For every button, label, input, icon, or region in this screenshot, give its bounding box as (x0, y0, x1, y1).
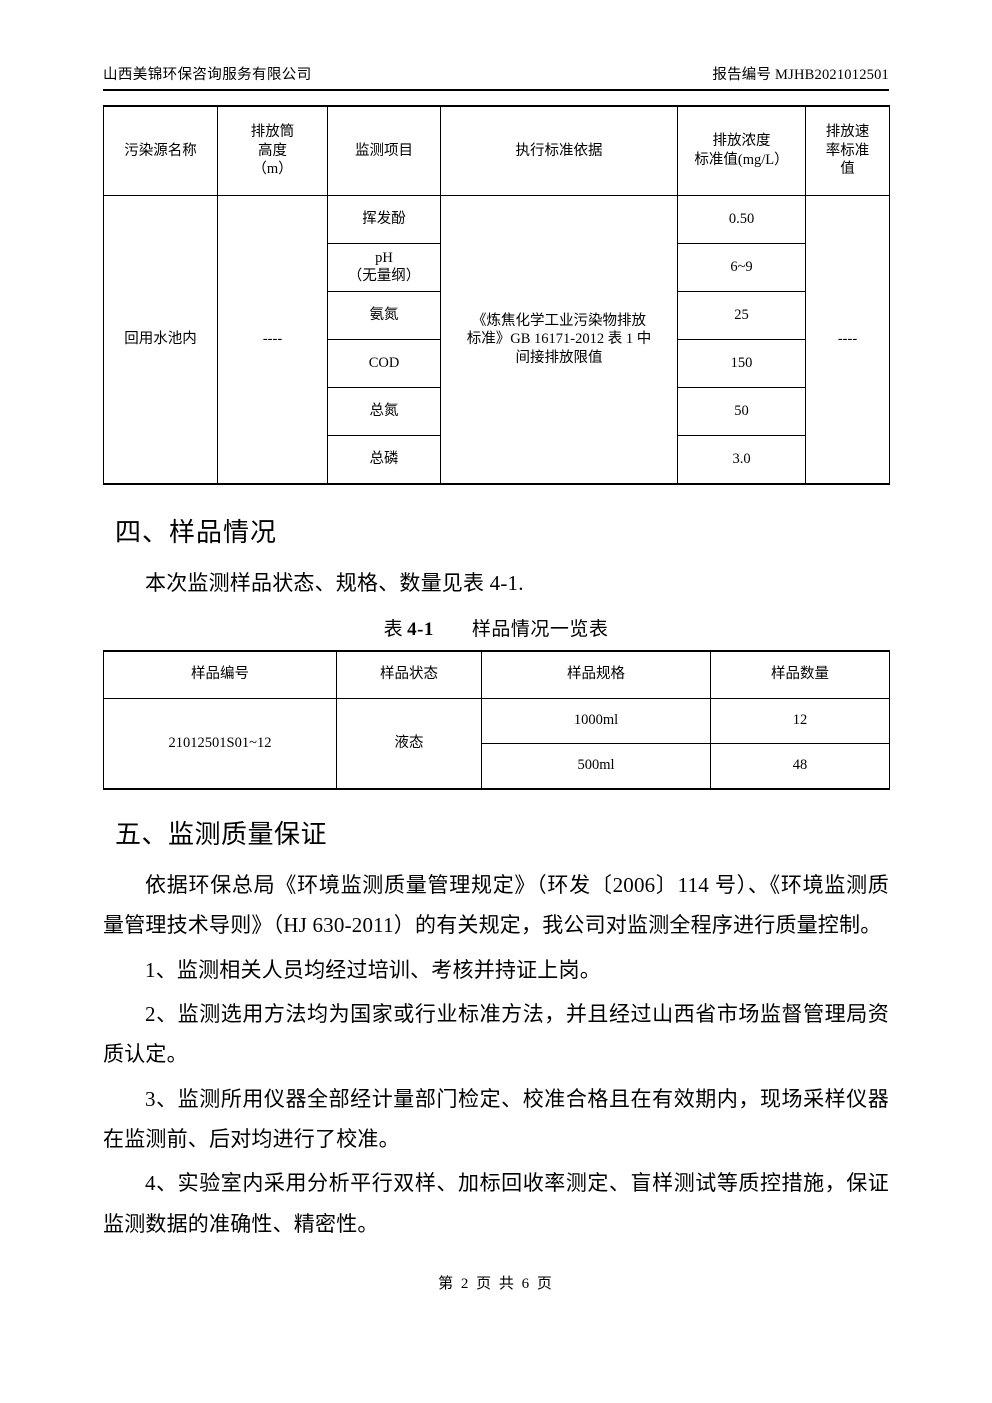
standard-basis-line2: 标准》GB 16171-2012 表 1 中 (466, 331, 652, 348)
table-row: 21012501S01~12 液态 1000ml 12 (103, 697, 890, 790)
standard-basis-line3: 间接排放限值 (515, 349, 603, 366)
table-row: 总磷 3.0 (104, 434, 890, 485)
cell-sample-state: 液态 (336, 697, 482, 790)
table-row: 500ml 48 (104, 742, 890, 790)
col-header-standard-basis: 执行标准依据 (440, 105, 678, 196)
cell-conc-value: 25 (677, 290, 806, 340)
col-header-sample-qty: 样品数量 (710, 650, 890, 699)
section4-intro-text: 本次监测样品状态、规格、数量见表 4-1. (145, 571, 524, 596)
sample-info-table: 样品编号 样品状态 样品规格 样品数量 21012501S01~12 液态 10… (103, 649, 890, 790)
col-header-stack-height: 排放筒 高度 （m） (217, 105, 328, 196)
col-header-sample-no: 样品编号 (103, 650, 337, 699)
section5-paragraph-0: 依据环保总局《环境监测质量管理规定》（环发〔2006〕114 号）、《环境监测质… (103, 873, 889, 938)
stack-height-line1: 排放筒 (250, 124, 295, 141)
caption-prefix: 表 (383, 618, 404, 640)
emission-standards-table: 污染源名称 排放筒 高度 （m） 监测项目 执行标准依据 排放浓度 标准值(mg… (103, 104, 890, 485)
section5-paragraph-1: 1、监测相关人员均经过培训、考核并持证上岗。 (145, 957, 601, 982)
running-header: 山西美锦环保咨询服务有限公司 报告编号 MJHB2021012501 (103, 0, 889, 91)
section5-paragraph-2: 2、监测选用方法均为国家或行业标准方法，并且经过山西省市场监督管理局资质认定。 (103, 1001, 889, 1067)
cell-source-name: 回用水池内 (103, 194, 218, 485)
cell-stack-height: ---- (217, 194, 328, 485)
section-heading-four: 四、样品情况 (115, 517, 278, 547)
col-header-sample-spec: 样品规格 (481, 650, 711, 699)
cell-monitor-item: pH （无量纲） (327, 242, 441, 292)
cell-conc-value: 6~9 (677, 242, 806, 292)
cell-sample-qty: 12 (710, 697, 890, 744)
section5-paragraph-4: 4、实验室内采用分析平行双样、加标回收率测定、盲样测试等质控措施，保证监测数据的… (103, 1171, 889, 1236)
page-content: 山西美锦环保咨询服务有限公司 报告编号 MJHB2021012501 污染源名称… (103, 0, 890, 1244)
footer-text: 第 2 页 共 6 页 (438, 1276, 554, 1292)
cell-monitor-item: COD (327, 338, 441, 388)
cell-monitor-item: 挥发酚 (327, 194, 441, 244)
rate-standard-line3: 值 (840, 161, 855, 178)
table-caption-4-1: 表 4-1 样品情况一览表 (103, 614, 889, 641)
stack-height-line3: （m） (252, 161, 293, 178)
cell-conc-value: 0.50 (677, 194, 806, 244)
table-header-row: 污染源名称 排放筒 高度 （m） 监测项目 执行标准依据 排放浓度 标准值(mg… (103, 105, 890, 196)
cell-sample-spec: 500ml (481, 742, 711, 790)
table-row: 回用水池内 ---- 挥发酚 《炼焦化学工业污染物排放 标准》GB 16171-… (103, 194, 890, 485)
rate-standard-line2: 率标准 (825, 142, 870, 159)
table-row: 氨氮 25 (104, 290, 890, 340)
cell-conc-value: 3.0 (677, 434, 806, 485)
col-header-conc-standard: 排放浓度 标准值(mg/L） (677, 105, 806, 196)
cell-monitor-item: 氨氮 (327, 290, 441, 340)
col-header-rate-standard: 排放速 率标准 值 (805, 105, 890, 196)
cell-rate-standard: ---- (805, 194, 890, 485)
caption-number: 4-1 (407, 618, 434, 640)
report-number: 报告编号 MJHB2021012501 (712, 67, 889, 83)
table-row: COD 150 (104, 338, 890, 388)
section-heading-five: 五、监测质量保证 (115, 819, 328, 849)
conc-standard-line2: 标准值(mg/L） (694, 151, 789, 168)
cell-conc-value: 50 (677, 386, 806, 436)
col-header-sample-state: 样品状态 (336, 650, 482, 699)
company-name: 山西美锦环保咨询服务有限公司 (103, 67, 312, 83)
cell-monitor-item: 总磷 (327, 434, 441, 485)
table-header-row: 样品编号 样品状态 样品规格 样品数量 (103, 650, 890, 699)
monitor-item-main: pH (375, 249, 393, 266)
rate-standard-line1: 排放速 (825, 124, 870, 141)
section5-paragraph-3: 3、监测所用仪器全部经计量部门检定、校准合格且在有效期内，现场采样仪器在监测前、… (103, 1086, 889, 1151)
standards-table-wrap: 污染源名称 排放筒 高度 （m） 监测项目 执行标准依据 排放浓度 标准值(mg… (103, 104, 890, 485)
col-header-monitor-item: 监测项目 (327, 105, 441, 196)
sample-table-wrap: 样品编号 样品状态 样品规格 样品数量 21012501S01~12 液态 10… (103, 649, 890, 790)
cell-sample-spec: 1000ml (481, 697, 711, 744)
table-row: 总氮 50 (104, 386, 890, 436)
caption-title: 样品情况一览表 (471, 618, 609, 640)
cell-conc-value: 150 (677, 338, 806, 388)
monitor-item-unit: （无量纲） (347, 268, 421, 285)
stack-height-line2: 高度 (258, 142, 287, 159)
cell-sample-qty: 48 (710, 742, 890, 790)
page-footer: 第 2 页 共 6 页 (103, 1272, 889, 1293)
conc-standard-line1: 排放浓度 (712, 133, 771, 150)
standard-basis-line1: 《炼焦化学工业污染物排放 (472, 312, 646, 329)
cell-sample-no: 21012501S01~12 (103, 697, 337, 790)
col-header-source-name: 污染源名称 (103, 105, 218, 196)
table-row: pH （无量纲） 6~9 (104, 242, 890, 292)
cell-monitor-item: 总氮 (327, 386, 441, 436)
cell-standard-basis: 《炼焦化学工业污染物排放 标准》GB 16171-2012 表 1 中 间接排放… (440, 194, 678, 485)
